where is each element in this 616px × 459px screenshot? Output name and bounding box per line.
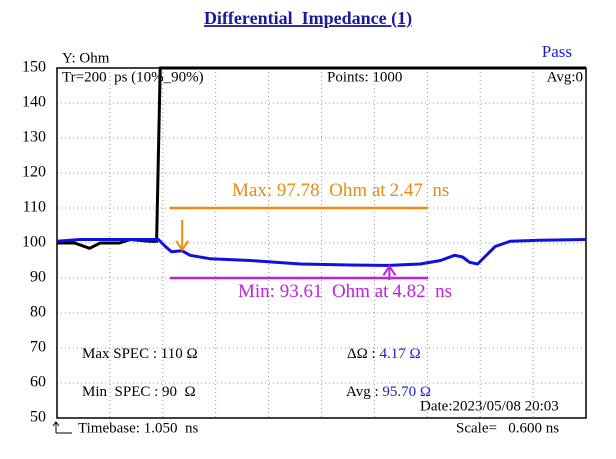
y-tick-label: 90 [30,269,46,286]
marker-arrowhead [382,264,397,276]
readout-label: Avg : [346,384,379,400]
points: Points: 1000 [327,69,402,85]
marker-value: 93.61 [280,281,323,302]
y-tick-label: 110 [23,199,46,216]
y-tick-label: 60 [30,374,46,391]
date: Date:2023/05/08 20:03 [420,398,559,414]
y-tick-label: 100 [22,234,46,251]
y-tick-label: 150 [22,59,46,76]
marker-value: 97.78 [277,180,320,201]
spec-value: 110 Ω [161,346,198,362]
chart-title: Differential Impedance (1) [204,8,412,29]
marker-label: Max: 97.78 Ohm at 2.47 ns [232,180,449,201]
readout: Avg : 95.70 Ω [346,384,431,400]
spec-readout: Min SPEC : 90 Ω [82,384,196,400]
marker-x: 4.82 [392,281,425,302]
readout-value: 4.17 Ω [379,346,420,362]
average-count: Avg:0 [547,69,583,85]
spec-label: Min SPEC : [82,384,158,400]
y-tick-label: 70 [30,339,46,356]
marker-x: 2.47 [390,180,423,201]
spec-label: Max SPEC : [82,346,157,362]
y-tick-label: 140 [22,94,46,111]
readout-label: ΔΩ : [347,346,376,362]
trace [57,66,586,250]
marker-unit: Ohm at [329,180,386,201]
rise-time: Tr=200 ps (10%_90%) [62,69,204,85]
trace [56,238,587,267]
marker-x-unit: ns [435,281,452,302]
marker-label: Min: [238,281,275,302]
scale: Scale= 0.600 ns [456,420,559,436]
marker-label: Max: [232,180,272,201]
marker-label: Min: 93.61 Ohm at 4.82 ns [238,281,452,302]
spec-readout: Max SPEC : 110 Ω [82,346,198,362]
spec-value: 90 Ω [162,384,196,400]
readout-value: 95.70 Ω [382,384,431,400]
readout: ΔΩ : 4.17 Ω [347,346,421,362]
marker-arrowhead [175,240,190,252]
marker-unit: Ohm at [332,281,389,302]
timebase-icon [52,421,72,434]
marker-x-unit: ns [432,180,449,201]
status: Pass [542,42,572,61]
y-tick-label: 120 [22,164,46,181]
y-tick-label: 50 [30,409,46,426]
timebase: Timebase: 1.050 ns [78,420,198,436]
y-axis-label: Y: Ohm [62,50,110,66]
y-tick-label: 130 [22,129,46,146]
y-tick-label: 80 [30,304,46,321]
